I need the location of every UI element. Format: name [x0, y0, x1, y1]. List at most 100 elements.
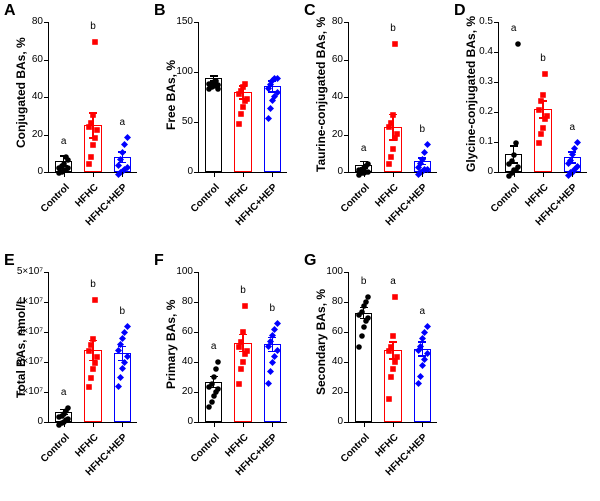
sig-label: a	[208, 341, 220, 352]
data-point	[365, 287, 371, 293]
ytick	[194, 362, 199, 363]
ylabel-C: Taurine-conjugated BAs, %	[314, 17, 328, 172]
sig-label: b	[358, 276, 370, 287]
data-point	[92, 32, 98, 38]
ytick	[44, 172, 49, 173]
sig-label: a	[58, 136, 70, 147]
ytick	[344, 135, 349, 136]
ytick	[44, 302, 49, 303]
data-point	[392, 34, 398, 40]
ytick-label: 150	[153, 16, 193, 27]
sig-label: a	[387, 276, 399, 287]
figure-root: A020406080aControlbHFHCaHFHC+HEPConjugat…	[0, 0, 600, 501]
ytick-label: 80	[3, 16, 43, 27]
panel-B: B050100150ControlHFHCHFHC+HEPFree BAs, %	[150, 0, 300, 250]
data-point	[242, 74, 248, 80]
data-point	[365, 154, 371, 160]
panel-G: G020406080100bControlaHFHCaHFHC+HEPSecon…	[300, 250, 450, 500]
data-point	[424, 344, 430, 350]
xtick	[364, 172, 365, 177]
ytick	[44, 272, 49, 273]
ytick	[494, 172, 499, 173]
data-point	[124, 317, 130, 323]
sig-label: b	[537, 53, 549, 64]
ytick-label: 100	[153, 266, 193, 277]
data-point	[90, 329, 96, 335]
plot-area-C: 020406080aControlbHFHCbHFHC+HEP	[348, 22, 437, 173]
ytick	[44, 392, 49, 393]
data-point	[274, 69, 280, 75]
sig-label: b	[87, 279, 99, 290]
sig-label: a	[358, 143, 370, 154]
xtick	[422, 172, 423, 177]
xtick	[243, 172, 244, 177]
ytick	[344, 97, 349, 98]
sig-label: b	[237, 285, 249, 296]
ytick	[344, 422, 349, 423]
sig-label: a	[116, 117, 128, 128]
ytick	[44, 362, 49, 363]
ytick-label: 0	[153, 416, 193, 427]
data-point	[394, 347, 400, 353]
data-point	[240, 322, 246, 328]
panel-C: C020406080aControlbHFHCbHFHC+HEPTaurine-…	[300, 0, 450, 250]
plot-area-F: 020406080100aControlbHFHCbHFHC+HEP	[198, 272, 287, 423]
data-point	[540, 85, 546, 91]
panel-F: F020406080100aControlbHFHCbHFHC+HEPPrima…	[150, 250, 300, 500]
xtick	[572, 172, 573, 177]
ytick	[44, 22, 49, 23]
ytick	[194, 272, 199, 273]
ylabel-A: Conjugated BAs, %	[14, 37, 28, 148]
ytick	[344, 272, 349, 273]
data-point	[386, 389, 392, 395]
ylabel-E: Total BAs, nmol/L	[14, 297, 28, 398]
data-point	[574, 133, 580, 139]
ytick	[494, 82, 499, 83]
ylabel-B: Free BAs, %	[164, 60, 178, 130]
plot-area-E: 01×10⁷2×10⁷3×10⁷4×10⁷5×10⁷aControlbHFHCb…	[48, 272, 137, 423]
data-point	[215, 79, 221, 85]
ytick	[344, 172, 349, 173]
xtick	[64, 422, 65, 427]
ytick-label: 0	[3, 416, 43, 427]
ytick-label: 0	[303, 416, 343, 427]
xtick	[393, 172, 394, 177]
sig-label: a	[416, 306, 428, 317]
ytick	[344, 60, 349, 61]
data-point	[124, 347, 130, 353]
ytick	[194, 122, 199, 123]
ytick	[494, 22, 499, 23]
plot-area-G: 020406080100bControlaHFHCaHFHC+HEP	[348, 272, 437, 423]
ytick	[494, 142, 499, 143]
data-point	[542, 64, 548, 70]
xtick	[272, 172, 273, 177]
ytick	[344, 332, 349, 333]
sig-label: a	[508, 23, 520, 34]
ytick	[194, 422, 199, 423]
sig-label: b	[266, 303, 278, 314]
xtick	[272, 422, 273, 427]
ytick	[44, 60, 49, 61]
data-point	[390, 326, 396, 332]
ytick	[44, 422, 49, 423]
data-point	[242, 296, 248, 302]
ytick	[194, 392, 199, 393]
xtick	[64, 172, 65, 177]
panel-E: E01×10⁷2×10⁷3×10⁷4×10⁷5×10⁷aControlbHFHC…	[0, 250, 150, 500]
ytick	[494, 112, 499, 113]
ytick	[344, 302, 349, 303]
plot-area-A: 020406080aControlbHFHCaHFHC+HEP	[48, 22, 137, 173]
ytick	[194, 302, 199, 303]
xtick	[214, 422, 215, 427]
bar-B-Control	[205, 78, 223, 172]
data-point	[244, 341, 250, 347]
panel-D: D00.10.20.30.40.5aControlbHFHCaHFHC+HEPG…	[450, 0, 600, 250]
data-point	[544, 106, 550, 112]
xtick	[543, 172, 544, 177]
ylabel-D: Glycine-conjugated BAs, %	[464, 16, 478, 172]
ytick	[494, 52, 499, 53]
panel-A: A020406080aControlbHFHCaHFHC+HEPConjugat…	[0, 0, 150, 250]
ytick	[344, 392, 349, 393]
data-point	[394, 124, 400, 130]
data-point	[236, 374, 242, 380]
